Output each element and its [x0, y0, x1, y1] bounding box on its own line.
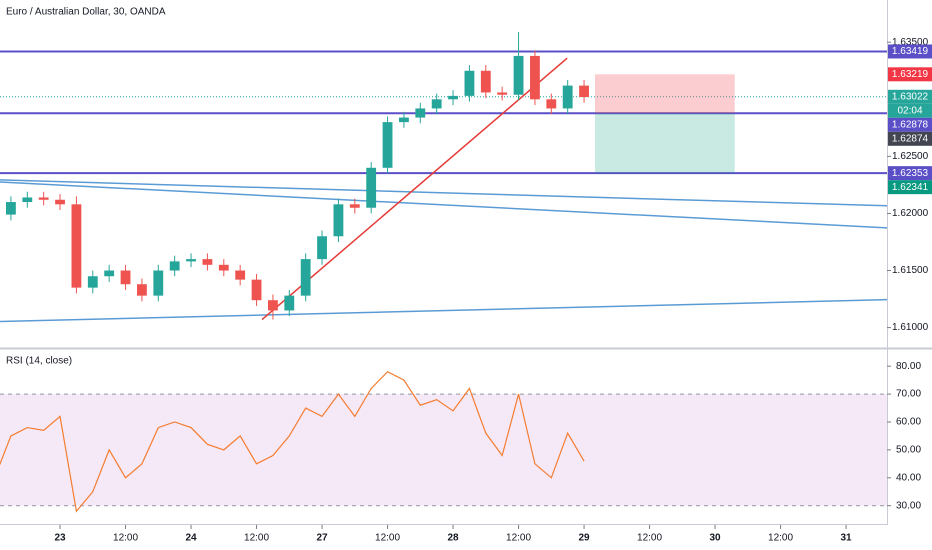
candle-body	[169, 261, 180, 271]
y-tick-label: 40.00	[896, 472, 921, 483]
y-tick-label: 50.00	[896, 445, 921, 456]
y-tick-label: 1.62500	[892, 151, 929, 162]
candle-body	[120, 270, 131, 285]
candle-body	[218, 264, 229, 271]
price-tag-label: 1.62874	[892, 133, 929, 144]
candle-body	[87, 276, 98, 288]
rsi-band	[0, 394, 887, 506]
y-tick-label: 70.00	[896, 389, 921, 400]
candle-body	[333, 204, 344, 237]
candle-body	[579, 85, 589, 98]
x-tick-label: 23	[54, 533, 66, 544]
chart-title: Euro / Australian Dollar, 30, OANDA	[6, 7, 166, 18]
y-tick-label: 1.61000	[892, 322, 929, 333]
x-tick-label: 12:00	[768, 533, 793, 544]
price-tag-label: 1.63022	[892, 91, 929, 102]
candle-body	[153, 270, 164, 296]
trendline	[0, 181, 888, 229]
candle-body	[349, 204, 360, 208]
price-tag	[888, 166, 932, 181]
x-tick-label: 12:00	[375, 533, 400, 544]
x-tick-label: 28	[447, 533, 459, 544]
candle-body	[464, 70, 475, 96]
candle-body	[300, 259, 311, 296]
x-tick-label: 12:00	[637, 533, 662, 544]
x-tick-label: 12:00	[244, 533, 269, 544]
candle-body	[366, 167, 377, 208]
candle-body	[284, 295, 295, 311]
price-tag	[888, 131, 932, 146]
x-tick-label: 24	[185, 533, 197, 544]
price-tag-label: 02:04	[897, 105, 922, 116]
candle-body	[317, 236, 327, 260]
candle-body	[497, 92, 508, 95]
candle-body	[104, 270, 115, 277]
candle-body	[6, 202, 16, 215]
candle-body	[251, 279, 262, 301]
rsi-line	[0, 371, 585, 513]
price-tag	[888, 117, 932, 132]
candle-body	[513, 55, 524, 95]
candle-body	[268, 300, 278, 311]
candle-body	[71, 204, 82, 288]
candle-body	[562, 85, 573, 109]
price-tag	[888, 89, 932, 104]
candle-body	[546, 99, 557, 109]
candle-body	[382, 122, 393, 168]
x-tick-label: 31	[840, 533, 852, 544]
candle-body	[22, 197, 33, 203]
candle-body	[480, 70, 491, 93]
y-tick-label: 1.61500	[892, 265, 929, 276]
x-tick-label: 29	[578, 533, 590, 544]
candle-body	[448, 95, 458, 100]
candle-body	[186, 259, 196, 262]
trendline	[261, 57, 568, 321]
y-tick-label: 1.63500	[892, 37, 929, 48]
trendline	[0, 298, 888, 323]
y-tick-label: 80.00	[896, 361, 921, 372]
target-zone	[594, 113, 735, 174]
y-tick-label: 30.00	[896, 500, 921, 511]
x-tick-label: 12:00	[506, 533, 531, 544]
price-tag-label: 1.62341	[892, 182, 929, 193]
price-tag-label: 1.63219	[892, 69, 929, 80]
trendline	[0, 179, 888, 207]
candle-body	[202, 259, 213, 265]
rsi-title: RSI (14, close)	[6, 356, 72, 367]
candle-body	[55, 199, 65, 205]
price-tag-label: 1.62353	[892, 168, 929, 179]
stop-zone	[594, 74, 735, 114]
price-tag-label: 1.62878	[892, 119, 929, 130]
candle-body	[399, 117, 409, 123]
y-tick-label: 60.00	[896, 417, 921, 428]
candle-body	[38, 197, 49, 200]
price-tag	[888, 180, 932, 195]
price-tag	[888, 44, 932, 59]
price-tag-label: 1.63419	[892, 46, 929, 57]
price-tag	[888, 103, 932, 118]
candle-body	[235, 270, 246, 280]
candle-body	[137, 284, 147, 296]
x-tick-label: 27	[316, 533, 328, 544]
x-tick-label: 12:00	[113, 533, 138, 544]
y-tick-label: 1.62000	[892, 208, 929, 219]
candle-body	[431, 99, 442, 109]
price-tag	[888, 67, 932, 82]
candle-body	[415, 108, 426, 118]
x-tick-label: 30	[709, 533, 721, 544]
candle-body	[530, 55, 540, 100]
